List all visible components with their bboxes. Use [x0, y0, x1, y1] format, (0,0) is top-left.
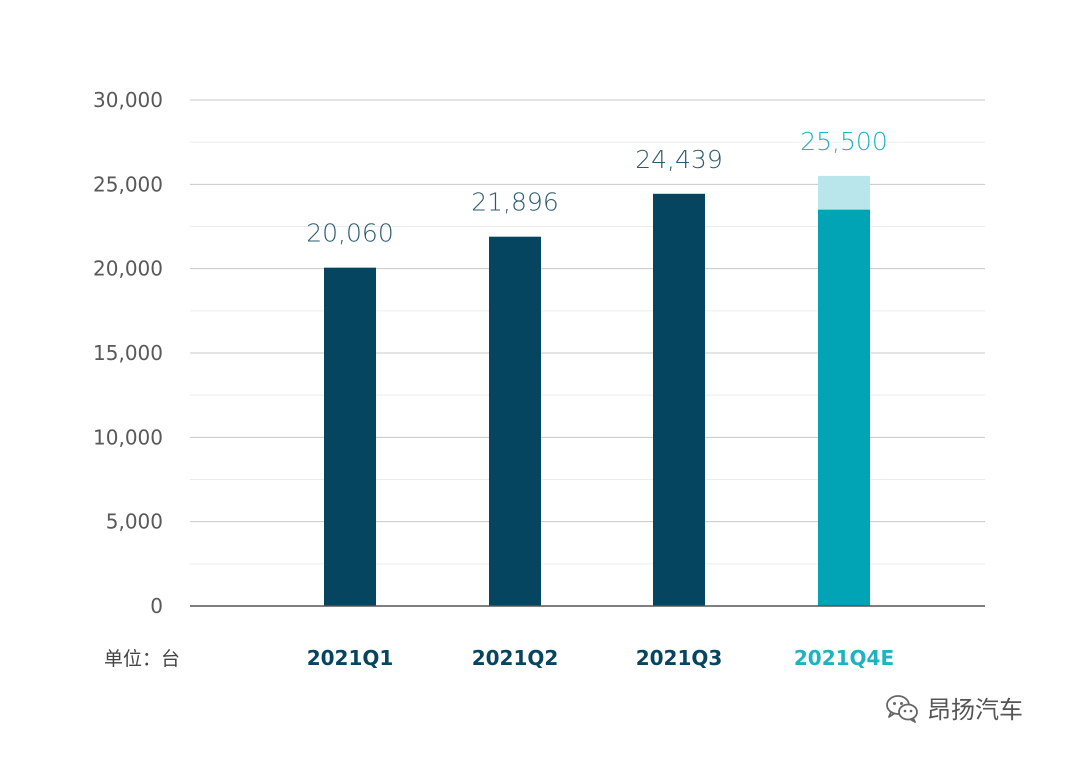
bar	[653, 193, 705, 606]
y-axis-ticks: 0 5,000 10,000 15,000 20,000 25,000 30,000	[93, 88, 163, 618]
y-tick-label: 20,000	[93, 257, 163, 281]
y-tick-label: 30,000	[93, 88, 163, 112]
bar	[324, 267, 376, 606]
bar-estimate-lower	[818, 209, 870, 606]
y-tick-label: 10,000	[93, 425, 163, 449]
watermark: 昂扬汽车	[885, 690, 1023, 725]
y-tick-label: 25,000	[93, 172, 163, 196]
y-tick-label: 5,000	[106, 510, 163, 534]
bar	[489, 236, 541, 606]
value-label: 20,060	[306, 219, 393, 248]
category-label: 2021Q2	[472, 646, 559, 670]
wechat-icon	[885, 693, 919, 723]
value-label: 21,896	[471, 188, 558, 217]
unit-label: 单位：台	[104, 648, 181, 670]
value-label: 25,500	[800, 127, 887, 156]
y-tick-label: 15,000	[93, 341, 163, 365]
category-label: 2021Q3	[636, 646, 723, 670]
category-label: 2021Q1	[307, 646, 394, 670]
bar-estimate-upper	[818, 175, 870, 210]
watermark-text: 昂扬汽车	[927, 696, 1023, 724]
y-tick-label: 0	[150, 594, 163, 618]
bars	[324, 175, 870, 606]
value-labels: 20,060 21,896 24,439 25,500	[306, 127, 887, 248]
x-axis-labels: 2021Q1 2021Q2 2021Q3 2021Q4E	[307, 646, 894, 670]
category-label: 2021Q4E	[794, 646, 894, 670]
value-label: 24,439	[635, 145, 722, 174]
